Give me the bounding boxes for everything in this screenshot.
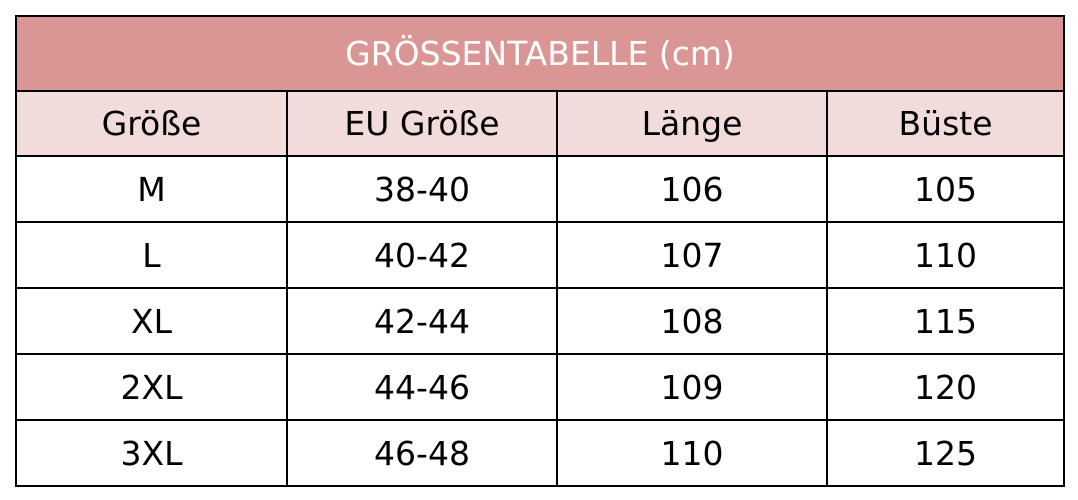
cell-length: 107 — [556, 221, 828, 289]
cell-bust: 120 — [825, 353, 1066, 421]
cell-length: 106 — [556, 155, 828, 223]
table-row: 3XL 46-48 110 125 — [15, 419, 1066, 487]
header-size: Größe — [15, 90, 288, 157]
header-eu-size: EU Größe — [286, 90, 558, 157]
cell-bust: 110 — [825, 221, 1066, 289]
cell-bust: 105 — [825, 155, 1066, 223]
cell-size: 2XL — [15, 353, 288, 421]
size-table: GRÖSSENTABELLE (cm) Größe EU Größe Länge… — [14, 15, 1066, 487]
cell-length: 108 — [556, 287, 828, 355]
cell-eu-size: 44-46 — [286, 353, 558, 421]
table-row: XL 42-44 108 115 — [15, 287, 1066, 355]
table-row: L 40-42 107 110 — [15, 221, 1066, 289]
header-bust: Büste — [825, 90, 1066, 157]
cell-size: 3XL — [15, 419, 288, 487]
cell-eu-size: 42-44 — [286, 287, 558, 355]
table-title: GRÖSSENTABELLE (cm) — [14, 15, 1066, 92]
cell-size: L — [15, 221, 288, 289]
cell-eu-size: 46-48 — [286, 419, 558, 487]
cell-size: XL — [15, 287, 288, 355]
cell-length: 110 — [556, 419, 828, 487]
table-row: M 38-40 106 105 — [15, 155, 1066, 223]
cell-bust: 125 — [825, 419, 1066, 487]
cell-size: M — [15, 155, 288, 223]
table-row: 2XL 44-46 109 120 — [15, 353, 1066, 421]
cell-eu-size: 40-42 — [286, 221, 558, 289]
cell-length: 109 — [556, 353, 828, 421]
header-length: Länge — [556, 90, 828, 157]
header-row: Größe EU Größe Länge Büste — [15, 90, 1066, 157]
cell-eu-size: 38-40 — [286, 155, 558, 223]
cell-bust: 115 — [825, 287, 1066, 355]
